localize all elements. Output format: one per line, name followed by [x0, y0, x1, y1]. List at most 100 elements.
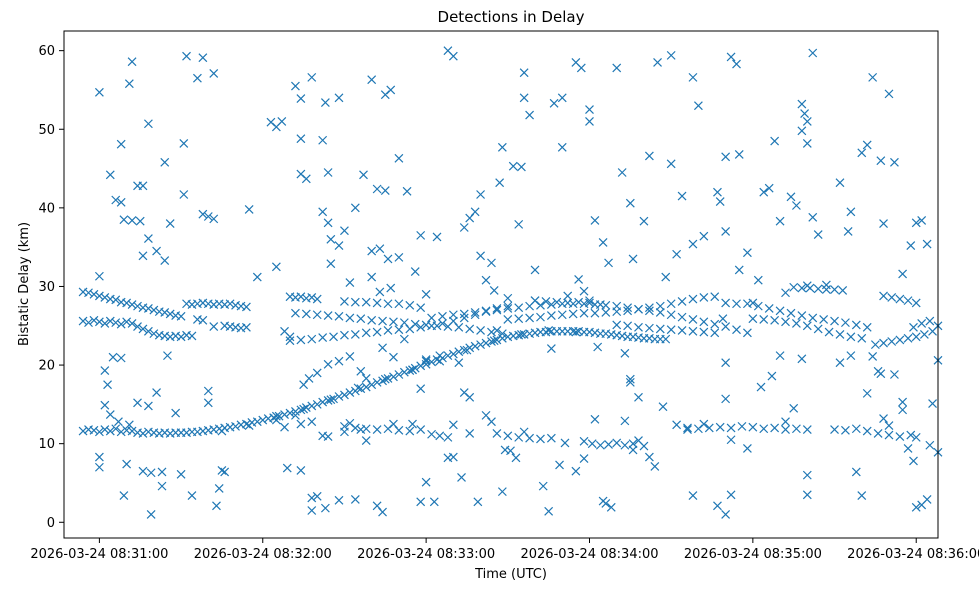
data-point [394, 370, 404, 379]
data-point [677, 312, 687, 322]
data-point [634, 322, 643, 332]
data-point [781, 317, 790, 327]
data-point [715, 422, 725, 432]
data-point [429, 497, 439, 507]
data-point [895, 294, 905, 304]
data-point [427, 429, 436, 439]
data-point [644, 452, 654, 462]
data-point [111, 318, 121, 328]
data-point [830, 425, 839, 434]
data-point [644, 306, 654, 316]
data-point [389, 419, 398, 429]
data-point [879, 291, 888, 301]
data-point [116, 319, 126, 329]
data-point [280, 422, 289, 432]
data-point [378, 376, 387, 386]
data-point [579, 436, 589, 446]
data-point [661, 272, 671, 282]
data-point [704, 423, 714, 433]
data-point [546, 433, 556, 443]
data-point [334, 356, 344, 366]
data-point [639, 216, 649, 226]
data-point [748, 314, 758, 324]
data-point [380, 374, 390, 384]
data-point [105, 316, 115, 326]
data-point [666, 310, 676, 320]
data-point [421, 477, 431, 487]
data-point [312, 399, 322, 409]
data-point [590, 414, 600, 424]
x-tick-label: 2026-03-24 08:36:00 [847, 547, 979, 562]
data-point [802, 116, 812, 126]
data-point [585, 298, 594, 308]
data-point [78, 316, 88, 326]
data-point [841, 425, 850, 435]
data-point [895, 335, 905, 345]
data-point [119, 491, 129, 500]
data-point [884, 89, 894, 99]
data-point [887, 293, 897, 302]
data-point [710, 319, 720, 329]
data-point [644, 303, 654, 313]
data-point [435, 351, 445, 361]
data-point [361, 436, 371, 445]
y-axis-title: Bistatic Delay (km) [17, 222, 32, 346]
data-point [448, 349, 458, 359]
x-tick-label: 2026-03-24 08:31:00 [30, 547, 168, 562]
data-point [759, 187, 769, 197]
data-point [519, 427, 529, 437]
data-point [405, 300, 415, 310]
data-point [786, 192, 796, 202]
data-point [620, 440, 630, 450]
data-point [579, 454, 589, 464]
data-point [320, 503, 330, 513]
data-point [557, 93, 567, 103]
data-point [171, 408, 181, 418]
data-point [448, 420, 458, 430]
data-point [408, 419, 417, 429]
data-point [127, 57, 137, 67]
data-point [824, 327, 834, 337]
data-point [737, 421, 747, 431]
data-point [312, 491, 322, 501]
data-point [334, 93, 344, 103]
data-point [383, 326, 393, 335]
data-point [345, 351, 355, 361]
data-point [516, 329, 526, 339]
data-point [438, 318, 447, 328]
data-point [911, 502, 921, 512]
data-point [748, 298, 758, 308]
data-point [271, 411, 281, 421]
data-point [808, 48, 818, 58]
data-point [911, 218, 921, 228]
data-point [821, 280, 831, 290]
data-point [448, 316, 458, 326]
data-point [138, 251, 148, 261]
data-point [604, 258, 613, 268]
data-point [672, 420, 682, 430]
data-point [791, 201, 801, 210]
data-point [770, 315, 780, 325]
data-point [127, 426, 137, 436]
data-point [546, 344, 556, 353]
data-point [394, 252, 404, 262]
data-point [525, 313, 535, 323]
data-point [402, 186, 412, 196]
data-point [546, 300, 556, 309]
data-point [802, 321, 812, 331]
data-point [203, 386, 213, 396]
data-point [435, 431, 445, 441]
data-point [138, 181, 148, 191]
data-point [203, 398, 213, 408]
data-point [296, 335, 306, 345]
data-point [323, 311, 333, 320]
y-tick-label: 30 [38, 280, 55, 295]
data-point [713, 501, 722, 511]
data-point [876, 369, 886, 379]
data-point [476, 251, 486, 261]
data-point [598, 238, 608, 247]
data-point [688, 72, 698, 82]
data-point [356, 425, 366, 434]
data-point [503, 304, 513, 313]
data-point [326, 259, 336, 269]
